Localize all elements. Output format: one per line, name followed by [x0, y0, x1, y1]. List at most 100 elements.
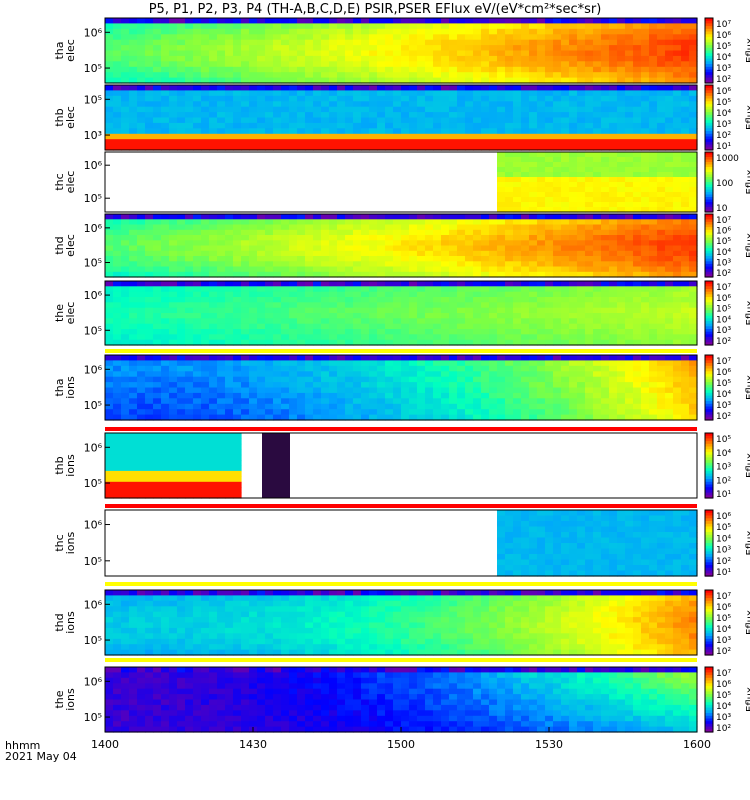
spectrogram-cell	[665, 307, 674, 314]
spectrogram-cell	[529, 162, 538, 168]
spectrogram-cell	[145, 360, 154, 367]
spectrogram-cell	[313, 329, 322, 335]
spectrogram-cell	[265, 95, 274, 102]
spectrogram-cell	[425, 72, 434, 79]
spectrogram-cell	[481, 219, 490, 226]
spectrogram-cell	[513, 318, 522, 325]
spectrogram-cell	[249, 55, 258, 62]
spectrogram-cell	[209, 414, 218, 421]
spectrogram-cell	[689, 28, 698, 35]
spectrogram-cell	[377, 297, 386, 303]
spectrogram-cell	[657, 360, 666, 367]
spectrogram-cell	[609, 95, 618, 102]
spectrogram-cell	[401, 403, 410, 410]
spectrogram-cell	[649, 219, 658, 226]
spectrogram-cell	[689, 365, 698, 372]
spectrogram-cell	[217, 117, 226, 124]
spectrogram-cell	[625, 355, 634, 361]
spectrogram-cell	[353, 61, 362, 68]
spectrogram-cell	[137, 403, 146, 410]
spectrogram-cell	[577, 229, 586, 236]
spectrogram-cell	[529, 266, 538, 273]
spectrogram-cell	[473, 117, 482, 124]
spectrogram-cell	[521, 250, 530, 257]
spectrogram-cell	[689, 245, 698, 252]
spectrogram-cell	[105, 18, 114, 24]
spectrogram-cell	[473, 133, 482, 140]
spectrogram-cell	[193, 360, 202, 367]
spectrogram-cell	[385, 85, 394, 91]
spectrogram-cell	[577, 281, 586, 287]
spectrogram-cell	[177, 291, 186, 298]
spectrogram-cell	[449, 133, 458, 140]
spectrogram-cell	[129, 323, 138, 330]
spectrogram-cell	[553, 339, 562, 346]
spectrogram-cell	[265, 235, 274, 241]
spectrogram-cell	[665, 187, 674, 193]
spectrogram-cell	[601, 334, 610, 341]
spectrogram-cell	[393, 271, 402, 278]
spectrogram-cell	[145, 371, 154, 378]
spectrogram-cell	[305, 39, 314, 46]
spectrogram-cell	[273, 28, 282, 35]
spectrogram-cell	[337, 387, 346, 394]
spectrogram-cell	[305, 250, 314, 257]
spectrogram-cell	[649, 398, 658, 405]
spectrogram-cell	[633, 229, 642, 236]
spectrogram-cell	[217, 392, 226, 399]
colorbar-cell	[705, 248, 713, 252]
spectrogram-cell	[249, 256, 258, 262]
spectrogram-cell	[553, 90, 562, 97]
spectrogram-cell	[209, 382, 218, 389]
spectrogram-cell	[497, 224, 506, 231]
spectrogram-cell	[497, 85, 506, 91]
spectrogram-cell	[497, 286, 506, 293]
spectrogram-cell	[225, 240, 234, 247]
spectrogram-cell	[537, 139, 546, 146]
spectrogram-cell	[377, 302, 386, 309]
spectrogram-cell	[585, 197, 594, 203]
spectrogram-cell	[401, 286, 410, 293]
spectrogram-cell	[201, 72, 210, 79]
spectrogram-cell	[225, 72, 234, 79]
spectrogram-cell	[521, 28, 530, 35]
spectrogram-cell	[545, 182, 554, 188]
spectrogram-cell	[609, 192, 618, 198]
spectrogram-cell	[129, 39, 138, 46]
spectrogram-cell	[689, 266, 698, 273]
panel-label: theelec	[53, 302, 77, 325]
colorbar-tick-label: 10⁵	[716, 98, 731, 108]
spectrogram-cell	[505, 224, 514, 231]
spectrogram-cell	[329, 250, 338, 257]
spectrogram-cell	[417, 371, 426, 378]
spectrogram-cell	[129, 112, 138, 119]
spectrogram-cell	[353, 229, 362, 236]
spectrogram-cell	[281, 271, 290, 278]
spectrogram-cell	[433, 219, 442, 226]
spectrogram-cell	[681, 112, 690, 119]
spectrogram-cell	[169, 45, 178, 52]
spectrogram-cell	[289, 323, 298, 330]
spectrogram-cell	[169, 371, 178, 378]
spectrogram-cell	[473, 339, 482, 346]
spectrogram-cell	[145, 77, 154, 84]
spectrogram-cell	[569, 323, 578, 330]
spectrogram-cell	[129, 365, 138, 372]
colorbar-cell	[705, 106, 713, 110]
spectrogram-cell	[361, 39, 370, 46]
spectrogram-cell	[337, 256, 346, 262]
spectrogram-cell	[457, 302, 466, 309]
spectrogram-cell	[593, 192, 602, 198]
spectrogram-cell	[113, 266, 122, 273]
spectrogram-cell	[609, 182, 618, 188]
spectrogram-cell	[209, 128, 218, 135]
spectrogram-cell	[105, 50, 114, 57]
spectrogram-cell	[177, 256, 186, 262]
spectrogram-cell	[241, 371, 250, 378]
spectrogram-cell	[425, 66, 434, 73]
spectrogram-cell	[625, 95, 634, 102]
spectrogram-cell	[537, 318, 546, 325]
spectrogram-cell	[513, 250, 522, 257]
spectrogram-cell	[193, 261, 202, 268]
spectrogram-cell	[297, 34, 306, 41]
